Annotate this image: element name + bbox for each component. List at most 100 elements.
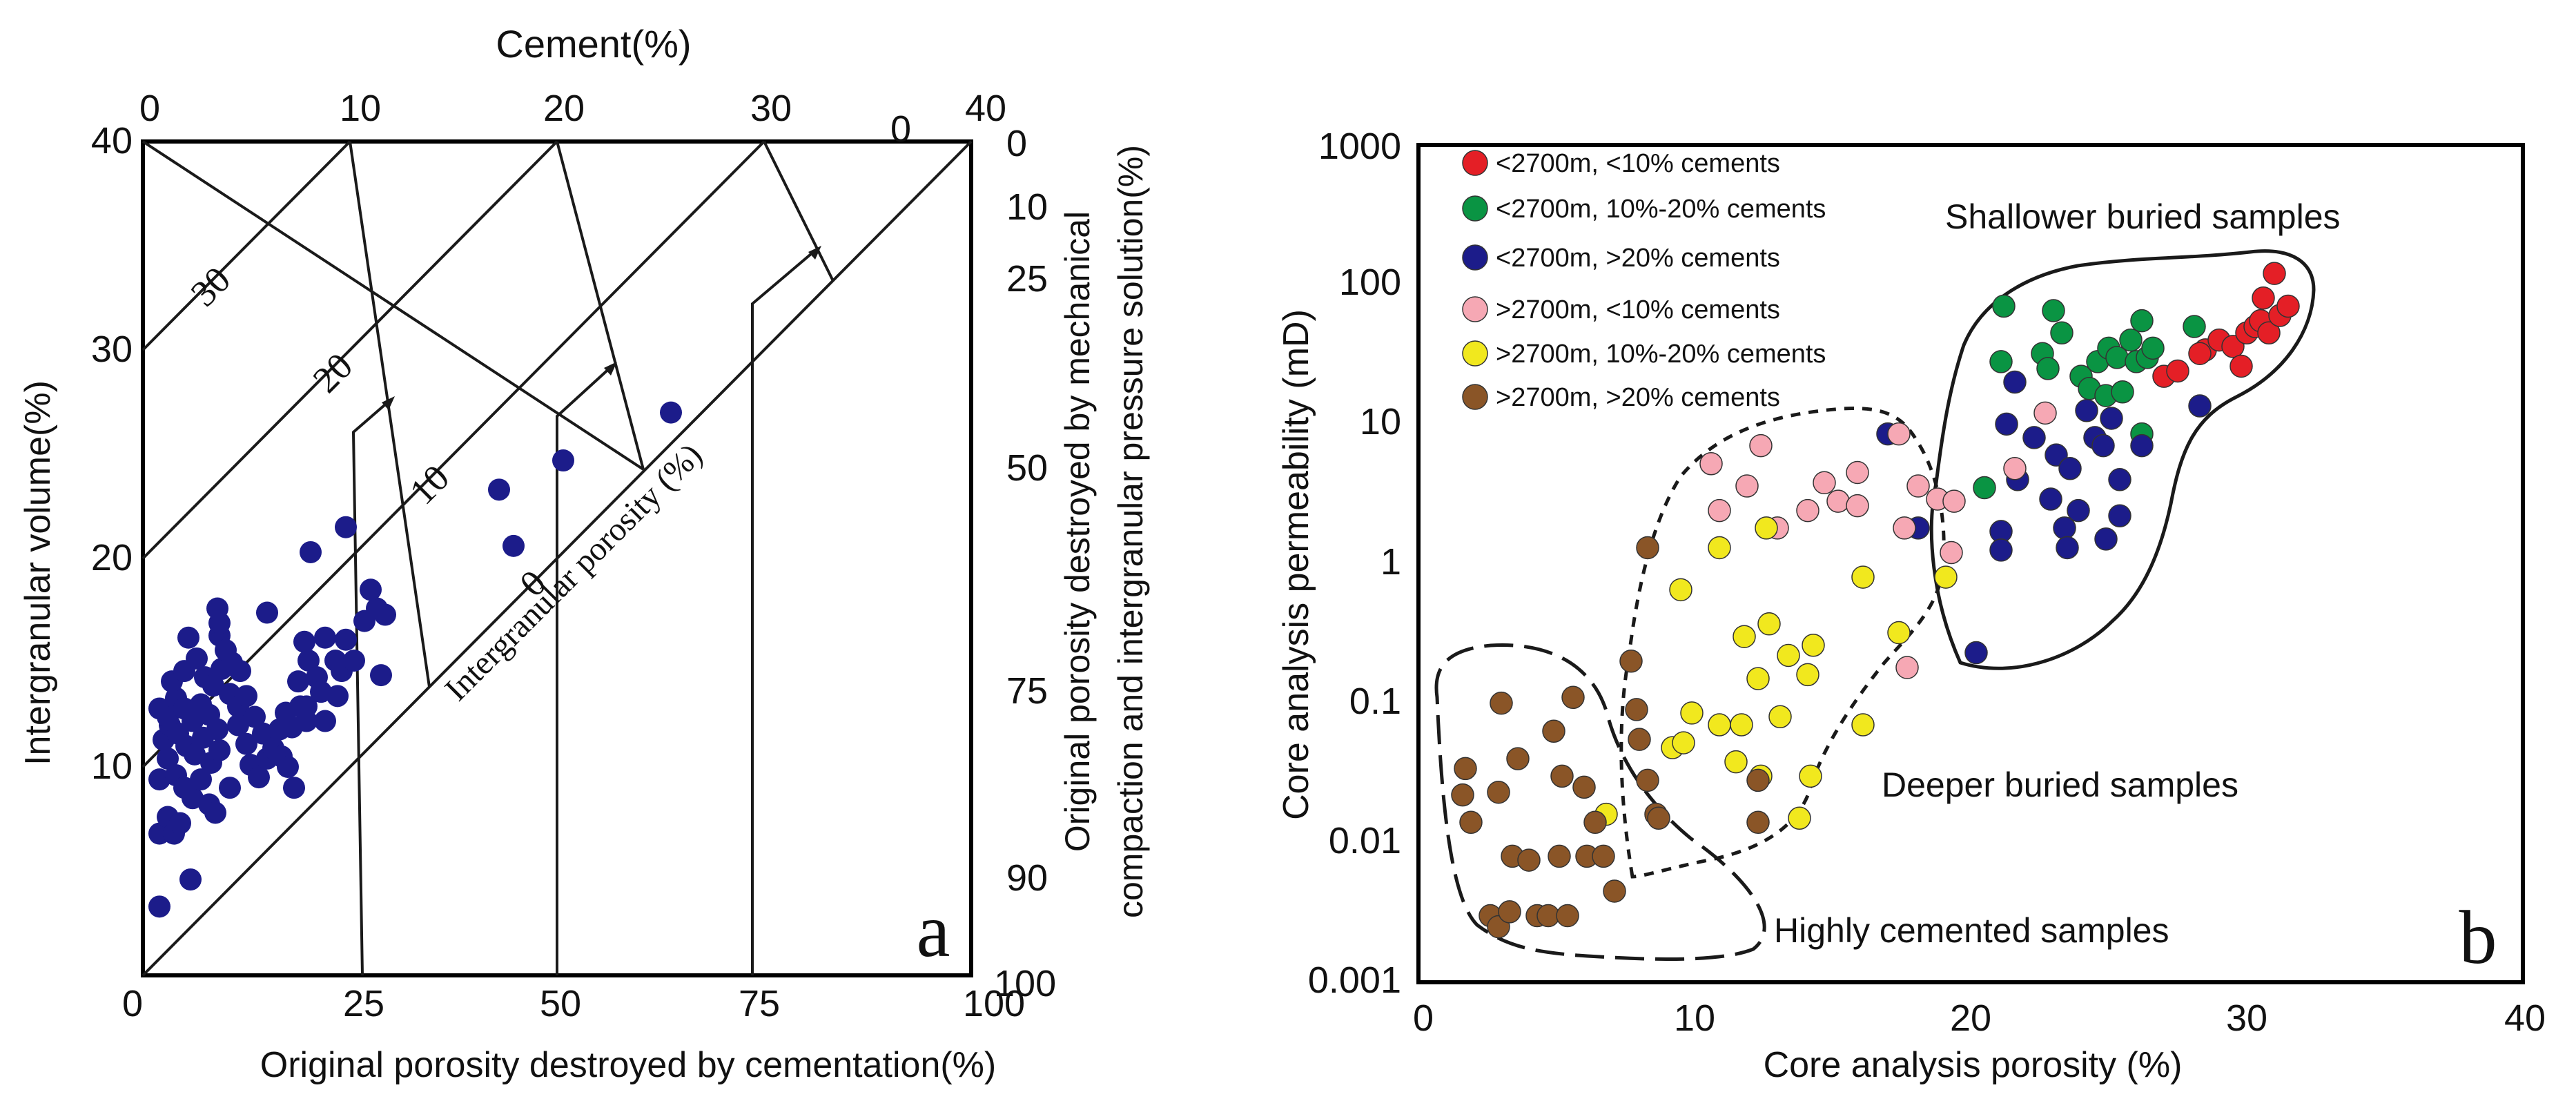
data-point: [2091, 433, 2115, 458]
data-point: [1796, 663, 1819, 687]
data-point: [314, 710, 336, 732]
panel-b-legend: <2700m, <10% cements <2700m, 10%-20% cem…: [1462, 149, 1826, 412]
data-point: [1498, 900, 1521, 924]
legend-swatch: [1462, 296, 1488, 322]
panel-b: 0 10 20 30 40 0.001 0.01 0.1 1 10 100 10…: [1276, 126, 2546, 1085]
panel-a-y2-label-line1: Original porosity destroyed by mechanica…: [1058, 211, 1097, 852]
data-point: [370, 664, 392, 687]
data-point: [235, 685, 257, 708]
data-point: [1942, 489, 1966, 513]
data-point: [1451, 783, 1474, 807]
data-point: [1550, 764, 1574, 788]
y-tick-label: 0.01: [1329, 820, 1401, 861]
data-point: [293, 630, 315, 653]
data-point: [2130, 433, 2154, 458]
data-point: [360, 578, 382, 601]
data-point: [204, 801, 226, 824]
legend-entry: >2700m, <10% cements: [1462, 295, 1780, 324]
data-point: [283, 777, 305, 799]
legend-label: <2700m, <10% cements: [1496, 149, 1780, 178]
data-point: [229, 660, 251, 683]
x-tick-label: 30: [2226, 997, 2267, 1039]
data-point: [2119, 328, 2143, 352]
data-point: [1746, 810, 1770, 835]
data-point: [1887, 422, 1911, 446]
data-point: [1964, 641, 1988, 665]
data-point: [2141, 336, 2165, 360]
panel-a-guide-lines: [142, 140, 973, 977]
y-tick-label: 1: [1380, 541, 1401, 583]
data-point: [1846, 494, 1869, 518]
data-point: [1846, 460, 1869, 485]
data-point: [2130, 309, 2154, 333]
top-tick-label: 20: [543, 88, 585, 129]
top-tick-label: 0: [139, 88, 160, 129]
top-tick-label: 10: [340, 88, 381, 129]
data-point: [1708, 498, 1731, 523]
panel-a-bottom-ticks: 0 25 50 75 100: [122, 983, 1025, 1024]
data-point: [2075, 398, 2098, 422]
data-point: [202, 674, 224, 697]
data-point: [1628, 728, 1651, 751]
arrowhead-25: [382, 396, 395, 410]
panel-a-left-ticks: 10 20 30 40: [91, 120, 133, 787]
data-point: [310, 681, 332, 703]
data-point: [1851, 565, 1875, 589]
data-point: [148, 768, 170, 791]
data-point: [552, 449, 574, 472]
data-point: [1851, 713, 1875, 737]
diagonal-line-30: [142, 140, 351, 351]
arrowhead-75: [808, 246, 821, 260]
right-tick-label: 75: [1006, 670, 1048, 712]
data-point: [2039, 487, 2062, 511]
data-point: [1940, 540, 1963, 565]
panel-a-y2-label-line2: compaction and intergranular pressure so…: [1111, 145, 1150, 918]
panel-b-frame: [1416, 143, 2525, 984]
data-point: [1887, 621, 1911, 645]
data-point: [1992, 294, 2016, 318]
data-point: [1603, 879, 1626, 903]
top-tick-label: 30: [750, 88, 792, 129]
legend-label: <2700m, 10%-20% cements: [1496, 195, 1826, 224]
data-point: [1636, 768, 1659, 792]
data-point: [2058, 457, 2082, 480]
panel-a-arrowheads: [382, 246, 821, 410]
data-point: [1724, 750, 1748, 774]
data-point: [1733, 625, 1756, 648]
data-point: [1636, 536, 1659, 560]
data-point: [1572, 775, 1596, 799]
data-point: [1517, 848, 1541, 872]
panel-a-points: [148, 401, 682, 918]
data-point: [488, 478, 510, 501]
legend-swatch: [1462, 384, 1488, 410]
data-point: [179, 868, 202, 891]
data-point: [2033, 401, 2057, 425]
data-point: [1746, 667, 1770, 690]
data-point: [1934, 565, 1958, 589]
data-point: [1490, 691, 1513, 715]
region-cemented-outline: [1434, 643, 1766, 961]
data-point: [184, 743, 206, 766]
data-point: [1583, 810, 1607, 835]
data-point: [206, 718, 228, 741]
top-tick-label: 40: [965, 88, 1006, 129]
right-tick-label: 90: [1006, 857, 1048, 899]
data-point: [1826, 489, 1850, 513]
panel-b-region-labels: Shallower buried samples Deeper buried s…: [1774, 197, 2341, 950]
data-point: [2094, 527, 2118, 551]
data-point: [1647, 806, 1670, 830]
panel-a-top-ticks: 0 10 20 30 40: [139, 88, 1006, 129]
data-point: [2188, 342, 2212, 365]
data-point: [2166, 359, 2189, 383]
data-point: [169, 812, 191, 835]
data-point: [1757, 612, 1781, 636]
contour-label-20: 20: [305, 345, 361, 401]
data-point: [1669, 578, 1692, 602]
data-point: [2276, 294, 2300, 318]
data-point: [1768, 705, 1792, 729]
data-point: [1730, 713, 1753, 737]
legend-swatch: [1462, 244, 1488, 271]
data-point: [343, 649, 365, 672]
data-point: [2003, 457, 2027, 480]
